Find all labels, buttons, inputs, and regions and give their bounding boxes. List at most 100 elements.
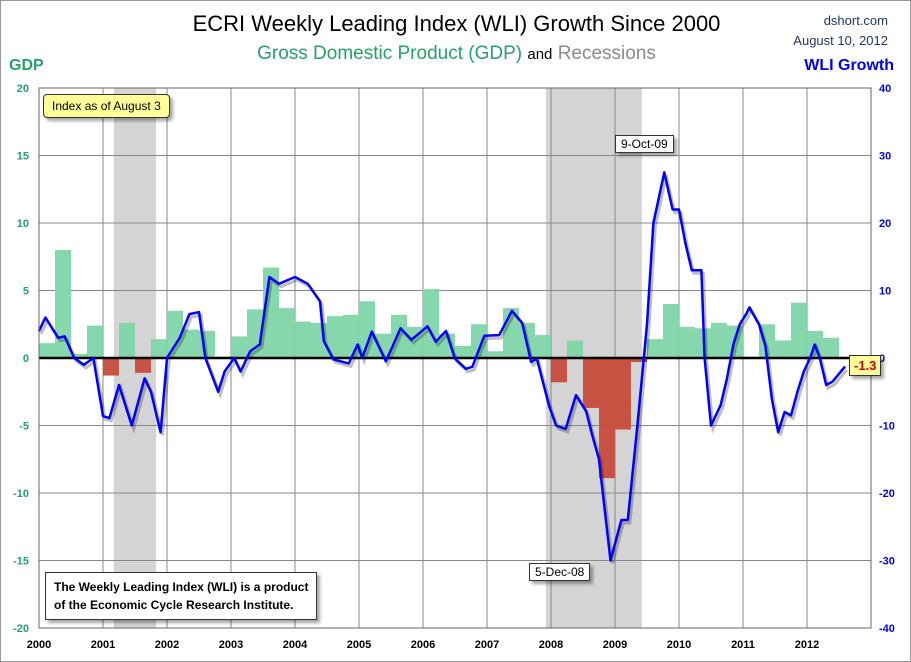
- wli-point: [585, 410, 587, 413]
- wli-point: [591, 433, 593, 436]
- wli-point: [118, 384, 120, 386]
- wli-point: [646, 323, 648, 326]
- wli-point: [703, 357, 706, 359]
- gdp-bar: [439, 333, 455, 358]
- wli-point: [548, 405, 550, 407]
- source: dshort.com August 10, 2012: [793, 11, 888, 51]
- wli-point: [652, 222, 655, 224]
- wli-point: [44, 316, 47, 319]
- gdp-bar: [375, 333, 391, 358]
- gdp-bar: [167, 310, 183, 358]
- wli-point: [268, 276, 271, 278]
- wli-point: [143, 377, 146, 380]
- wli-point: [555, 424, 557, 427]
- note-line-2: of the Economic Cycle Research Institute…: [54, 598, 294, 612]
- left-tick-label: 10: [17, 218, 29, 230]
- gdp-bar: [87, 325, 103, 358]
- wli-point: [620, 519, 623, 521]
- wli-point: [483, 334, 486, 337]
- wli-point: [825, 384, 827, 386]
- subtitle-recessions: Recessions: [557, 43, 656, 64]
- wli-point: [564, 428, 567, 430]
- x-tick-label: 2008: [539, 639, 563, 651]
- wli-point: [204, 357, 207, 359]
- x-tick-label: 2000: [27, 639, 51, 651]
- wli-point: [609, 559, 612, 562]
- gdp-bar: [55, 250, 71, 358]
- left-tick-label: -10: [13, 488, 29, 500]
- wli-point: [713, 417, 715, 420]
- wli-point: [627, 519, 629, 521]
- gdp-bar: [423, 289, 439, 358]
- wli-point: [636, 424, 639, 427]
- wli-point: [57, 336, 59, 339]
- wli-point: [710, 424, 712, 427]
- left-tick-label: -20: [13, 623, 29, 635]
- wli-point: [796, 390, 799, 393]
- gdp-bar: [359, 301, 375, 358]
- gdp-bar: [327, 316, 343, 358]
- gdp-bar: [711, 322, 727, 358]
- wli-point: [598, 458, 600, 461]
- right-tick-label: 40: [879, 83, 891, 95]
- wli-point: [465, 368, 467, 370]
- gdp-bar: [231, 336, 247, 358]
- wli-point: [108, 417, 111, 419]
- gdp-bar: [295, 321, 311, 358]
- gdp-bar: [631, 358, 647, 363]
- gdp-bar: [599, 358, 615, 479]
- wli-point: [356, 343, 359, 346]
- wli-point: [223, 370, 226, 373]
- gdp-bar: [71, 353, 87, 358]
- wli-point: [739, 323, 741, 326]
- wli-point: [385, 360, 387, 363]
- gdp-bar: [615, 358, 631, 430]
- gdp-bar: [343, 314, 359, 358]
- wli-point: [307, 282, 309, 285]
- peak-label: 9-Oct-09: [615, 135, 674, 153]
- wli-point: [663, 171, 666, 174]
- wli-point: [843, 365, 846, 368]
- wli-point: [83, 363, 85, 366]
- gdp-bar: [647, 339, 663, 358]
- right-tick-label: -40: [879, 623, 895, 635]
- left-axis-label: GDP: [9, 57, 44, 74]
- gdp-bar: [663, 304, 679, 358]
- x-tick-label: 2010: [667, 639, 691, 651]
- right-tick-label: -20: [879, 488, 895, 500]
- x-tick-label: 2005: [347, 639, 371, 651]
- wli-line: [37, 171, 846, 562]
- x-tick-label: 2004: [283, 639, 308, 651]
- wli-point: [445, 330, 447, 332]
- wli-point: [530, 361, 532, 363]
- wli-point: [758, 323, 760, 326]
- wli-point: [73, 357, 75, 359]
- wli-point: [278, 282, 280, 285]
- gdp-bar: [455, 345, 471, 358]
- gdp-bar: [119, 322, 135, 358]
- wli-point: [150, 390, 152, 393]
- x-tick-label: 2011: [731, 639, 755, 651]
- left-tick-label: 0: [23, 353, 29, 365]
- gdp-bar: [583, 358, 599, 408]
- wli-point: [831, 380, 834, 383]
- wli-point: [361, 357, 364, 359]
- right-tick-label: -30: [879, 556, 895, 568]
- wli-point: [700, 269, 703, 272]
- wli-point: [678, 208, 680, 211]
- right-axis-label: WLI Growth: [804, 57, 894, 74]
- note-box: The Weekly Leading Index (WLI) is a prod…: [45, 572, 318, 620]
- wli-point: [319, 300, 321, 303]
- gdp-bar: [535, 335, 551, 358]
- wli-point: [166, 357, 168, 359]
- wli-point: [819, 357, 821, 359]
- wli-point: [809, 357, 811, 359]
- chart-title: ECRI Weekly Leading Index (WLI) Growth S…: [192, 11, 721, 36]
- wli-point: [131, 424, 133, 427]
- right-tick-label: 10: [879, 286, 891, 298]
- wli-point: [764, 345, 767, 347]
- gdp-bar: [103, 358, 119, 376]
- right-tick-label: -10: [879, 421, 895, 433]
- wli-point: [332, 358, 335, 361]
